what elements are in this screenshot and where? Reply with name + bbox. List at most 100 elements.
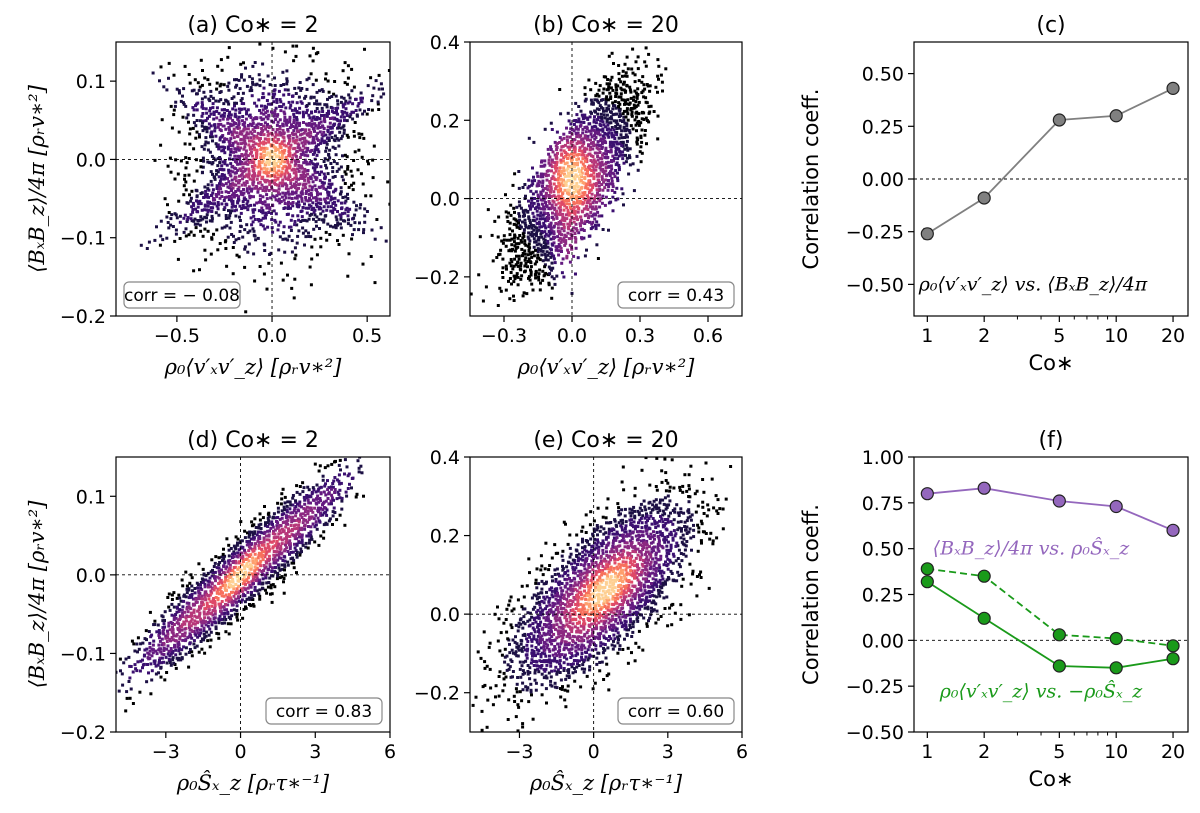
density-cell — [253, 569, 257, 573]
density-cell — [312, 137, 316, 141]
density-cell — [305, 505, 309, 509]
density-cell — [155, 652, 159, 656]
density-cell — [548, 251, 552, 255]
density-cell — [294, 174, 298, 178]
density-cell — [228, 566, 232, 570]
density-cell — [320, 114, 323, 117]
density-cell — [600, 214, 604, 218]
density-cell — [251, 227, 255, 231]
density-cell — [359, 172, 363, 176]
density-cell — [246, 590, 250, 594]
density-cell — [257, 98, 261, 102]
density-cell — [221, 605, 225, 609]
density-cell — [261, 189, 265, 192]
density-cell — [258, 109, 262, 112]
density-cell — [221, 145, 225, 149]
density-cell — [547, 281, 551, 285]
density-cell — [231, 590, 235, 594]
density-cell — [614, 125, 618, 128]
density-cell — [626, 135, 629, 139]
density-cell — [562, 136, 566, 140]
density-cell — [612, 172, 616, 176]
density-cell — [350, 174, 354, 178]
density-cell — [619, 153, 623, 157]
density-cell — [261, 96, 264, 100]
density-cell — [165, 640, 169, 643]
density-cell — [229, 162, 233, 166]
density-cell — [132, 642, 136, 646]
density-cell — [547, 225, 551, 229]
density-cell — [295, 241, 299, 245]
density-cell — [594, 184, 598, 188]
density-cell — [286, 190, 290, 194]
density-cell — [274, 155, 278, 159]
density-cell — [232, 566, 236, 569]
density-cell — [353, 150, 357, 154]
density-cell — [229, 596, 233, 600]
density-cell — [632, 98, 635, 102]
density-cell — [267, 211, 271, 214]
density-cell — [195, 628, 199, 632]
density-cell — [504, 193, 507, 197]
density-cell — [221, 117, 225, 121]
density-cell — [504, 244, 508, 248]
density-cell — [215, 116, 219, 120]
density-cell — [227, 548, 231, 552]
density-cell — [508, 297, 512, 301]
density-cell — [562, 132, 566, 136]
density-cell — [282, 151, 286, 155]
density-cell — [617, 168, 621, 172]
density-cell — [316, 131, 320, 135]
density-cell — [358, 221, 361, 225]
density-cell — [331, 175, 335, 179]
density-cell — [134, 667, 138, 671]
density-cell — [635, 115, 639, 119]
density-cell — [564, 213, 568, 217]
density-cell — [253, 129, 257, 133]
density-cell — [589, 202, 592, 206]
density-cell — [514, 218, 518, 222]
density-cell — [165, 671, 169, 674]
density-cell — [275, 171, 279, 175]
density-cell — [624, 133, 628, 137]
density-cell — [292, 133, 296, 136]
density-cell — [537, 179, 541, 183]
density-cell — [257, 200, 261, 204]
density-cell — [315, 497, 318, 501]
density-cell — [265, 538, 269, 542]
density-cell — [262, 543, 266, 547]
density-cell — [257, 582, 261, 586]
density-cell — [173, 104, 177, 108]
density-cell — [222, 208, 226, 211]
density-cell — [537, 278, 541, 282]
density-cell — [262, 540, 266, 544]
density-cell — [569, 145, 572, 149]
density-cell — [197, 597, 201, 601]
density-cell — [584, 130, 588, 134]
density-cell — [223, 196, 227, 200]
density-cell — [244, 582, 247, 586]
density-cell — [601, 127, 605, 131]
density-cell — [125, 696, 129, 700]
density-cell — [246, 208, 250, 212]
density-cell — [329, 205, 333, 209]
density-cell — [298, 492, 302, 496]
density-cell — [291, 157, 294, 161]
density-cell — [546, 239, 550, 243]
density-cell — [527, 226, 530, 230]
density-cell — [585, 248, 588, 252]
density-cell — [352, 181, 356, 185]
density-cell — [227, 180, 231, 184]
density-cell — [267, 92, 271, 96]
density-cell — [345, 114, 349, 117]
density-cell — [236, 618, 240, 622]
density-cell — [227, 209, 230, 213]
density-cell — [251, 165, 255, 169]
density-cell — [549, 121, 553, 125]
density-cell — [333, 200, 336, 204]
density-cell — [330, 95, 334, 98]
density-cell — [618, 142, 622, 146]
density-cell — [559, 208, 562, 212]
density-cell — [625, 109, 629, 113]
density-cell — [268, 253, 272, 256]
